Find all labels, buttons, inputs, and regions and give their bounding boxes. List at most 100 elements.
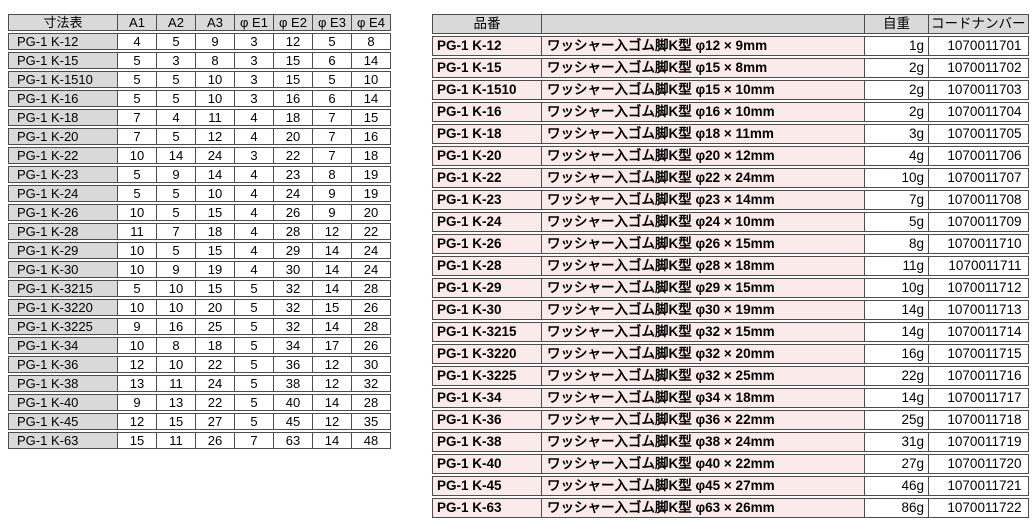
dimension-value-cell: 12	[313, 375, 352, 392]
description-cell: ワッシャー入ゴム脚K型 φ63 × 26mm	[542, 498, 865, 518]
part-number-cell: PG-1 K-3215	[432, 322, 542, 342]
column-header-part-number: 品番	[432, 14, 542, 34]
code-number-cell: 1070011719	[929, 432, 1029, 452]
dimension-value-cell: 9	[157, 166, 196, 183]
table-row: PG-1 K-12 ワッシャー入ゴム脚K型 φ12 × 9mm 1g 10700117…	[432, 36, 1029, 56]
dimension-value-cell: 10	[118, 147, 157, 164]
dimension-value-cell: 4	[235, 261, 274, 278]
dimension-value-cell: 15	[196, 280, 235, 297]
description-cell: ワッシャー入ゴム脚K型 φ32 × 25mm	[542, 366, 865, 386]
description-cell: ワッシャー入ゴム脚K型 φ15 × 10mm	[542, 80, 865, 100]
table-row: PG-1 K-63 15 11 26 7 63 14 48	[8, 432, 391, 449]
table-row: PG-1 K-29 10 5 15 4 29 14 24	[8, 242, 391, 259]
description-cell: ワッシャー入ゴム脚K型 φ18 × 11mm	[542, 124, 865, 144]
part-number-cell: PG-1 K-28	[432, 256, 542, 276]
table-row: PG-1 K-36 12 10 22 5 36 12 30	[8, 356, 391, 373]
dimension-value-cell: 7	[157, 223, 196, 240]
dimension-value-cell: 20	[196, 299, 235, 316]
part-number-cell: PG-1 K-45	[8, 413, 118, 430]
dimension-value-cell: 3	[235, 33, 274, 50]
dimension-value-cell: 48	[352, 432, 391, 449]
dimension-value-cell: 14	[352, 90, 391, 107]
part-number-cell: PG-1 K-45	[432, 476, 542, 496]
dimension-value-cell: 7	[118, 109, 157, 126]
weight-cell: 3g	[865, 124, 929, 144]
dimension-value-cell: 14	[313, 394, 352, 411]
dimension-value-cell: 20	[352, 204, 391, 221]
description-cell: ワッシャー入ゴム脚K型 φ29 × 15mm	[542, 278, 865, 298]
dimension-value-cell: 14	[352, 52, 391, 69]
dimension-value-cell: 10	[118, 299, 157, 316]
dimension-value-cell: 24	[352, 261, 391, 278]
description-cell: ワッシャー入ゴム脚K型 φ26 × 15mm	[542, 234, 865, 254]
code-number-cell: 1070011713	[929, 300, 1029, 320]
dimension-value-cell: 14	[196, 166, 235, 183]
description-cell: ワッシャー入ゴム脚K型 φ32 × 15mm	[542, 322, 865, 342]
dimension-value-cell: 8	[313, 166, 352, 183]
dimension-value-cell: 7	[313, 128, 352, 145]
part-number-cell: PG-1 K-63	[8, 432, 118, 449]
dimension-value-cell: 5	[235, 299, 274, 316]
dimension-value-cell: 10	[352, 71, 391, 88]
dimension-value-cell: 28	[352, 280, 391, 297]
dimension-value-cell: 34	[274, 337, 313, 354]
dimension-value-cell: 5	[157, 242, 196, 259]
description-cell: ワッシャー入ゴム脚K型 φ34 × 18mm	[542, 388, 865, 408]
code-number-cell: 1070011710	[929, 234, 1029, 254]
dimension-value-cell: 26	[352, 299, 391, 316]
weight-cell: 27g	[865, 454, 929, 474]
dimension-value-cell: 5	[235, 337, 274, 354]
part-number-cell: PG-1 K-1510	[8, 71, 118, 88]
dimension-value-cell: 20	[274, 128, 313, 145]
part-number-cell: PG-1 K-24	[8, 185, 118, 202]
code-number-cell: 1070011716	[929, 366, 1029, 386]
table-row: PG-1 K-18 ワッシャー入ゴム脚K型 φ18 × 11mm 3g 1070011…	[432, 124, 1029, 144]
column-header-a1: A1	[118, 14, 157, 31]
item-table: 品番 自重 コードナンバー PG-1 K-12 ワッシャー入ゴム脚K型 φ12 ×…	[432, 12, 1029, 520]
dimension-value-cell: 15	[157, 413, 196, 430]
dimension-value-cell: 14	[313, 280, 352, 297]
dimension-value-cell: 4	[235, 204, 274, 221]
table-row: PG-1 K-15 ワッシャー入ゴム脚K型 φ15 × 8mm 2g 10700117…	[432, 58, 1029, 78]
dimension-value-cell: 12	[313, 413, 352, 430]
dimension-value-cell: 14	[313, 261, 352, 278]
dimension-value-cell: 16	[157, 318, 196, 335]
dimension-value-cell: 5	[313, 33, 352, 50]
dimension-value-cell: 14	[313, 318, 352, 335]
column-header-e2: φ E2	[274, 14, 313, 31]
weight-cell: 25g	[865, 410, 929, 430]
dimension-value-cell: 5	[157, 71, 196, 88]
part-number-cell: PG-1 K-26	[432, 234, 542, 254]
table-row: PG-1 K-34 10 8 18 5 34 17 26	[8, 337, 391, 354]
table-row: PG-1 K-36 ワッシャー入ゴム脚K型 φ36 × 22mm 25g 107001…	[432, 410, 1029, 430]
dimension-value-cell: 16	[352, 128, 391, 145]
dimension-value-cell: 28	[352, 318, 391, 335]
part-number-cell: PG-1 K-23	[432, 190, 542, 210]
description-cell: ワッシャー入ゴム脚K型 φ15 × 8mm	[542, 58, 865, 78]
table-row: PG-1 K-63 ワッシャー入ゴム脚K型 φ63 × 26mm 86g 107001…	[432, 498, 1029, 518]
part-number-cell: PG-1 K-40	[8, 394, 118, 411]
dimension-table-title: 寸法表	[8, 14, 118, 31]
part-number-cell: PG-1 K-15	[8, 52, 118, 69]
dimension-value-cell: 18	[196, 337, 235, 354]
description-cell: ワッシャー入ゴム脚K型 φ12 × 9mm	[542, 36, 865, 56]
dimension-value-cell: 15	[313, 299, 352, 316]
weight-cell: 14g	[865, 388, 929, 408]
table-row: PG-1 K-23 5 9 14 4 23 8 19	[8, 166, 391, 183]
dimension-value-cell: 5	[118, 52, 157, 69]
code-number-cell: 1070011701	[929, 36, 1029, 56]
dimension-value-cell: 5	[118, 90, 157, 107]
table-row: PG-1 K-30 ワッシャー入ゴム脚K型 φ30 × 19mm 14g 107001…	[432, 300, 1029, 320]
dimension-value-cell: 4	[235, 109, 274, 126]
description-cell: ワッシャー入ゴム脚K型 φ30 × 19mm	[542, 300, 865, 320]
dimension-value-cell: 10	[118, 261, 157, 278]
part-number-cell: PG-1 K-20	[8, 128, 118, 145]
description-cell: ワッシャー入ゴム脚K型 φ20 × 12mm	[542, 146, 865, 166]
dimension-value-cell: 10	[196, 185, 235, 202]
dimension-value-cell: 4	[118, 33, 157, 50]
weight-cell: 2g	[865, 102, 929, 122]
dimension-value-cell: 14	[313, 432, 352, 449]
column-header-code-number: コードナンバー	[929, 14, 1029, 34]
dimension-value-cell: 5	[157, 204, 196, 221]
part-number-cell: PG-1 K-12	[8, 33, 118, 50]
